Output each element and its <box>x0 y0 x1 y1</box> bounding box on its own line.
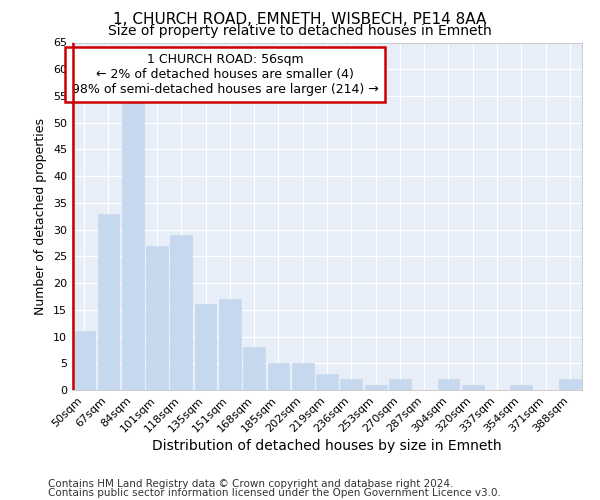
Bar <box>316 374 338 390</box>
Bar <box>97 214 119 390</box>
Text: Size of property relative to detached houses in Emneth: Size of property relative to detached ho… <box>108 24 492 38</box>
Bar <box>437 380 460 390</box>
Bar <box>73 331 95 390</box>
Bar <box>268 364 289 390</box>
Y-axis label: Number of detached properties: Number of detached properties <box>34 118 47 315</box>
Text: 1, CHURCH ROAD, EMNETH, WISBECH, PE14 8AA: 1, CHURCH ROAD, EMNETH, WISBECH, PE14 8A… <box>113 12 487 28</box>
Bar <box>340 380 362 390</box>
Bar <box>462 384 484 390</box>
Text: 1 CHURCH ROAD: 56sqm
← 2% of detached houses are smaller (4)
98% of semi-detache: 1 CHURCH ROAD: 56sqm ← 2% of detached ho… <box>71 53 379 96</box>
Bar <box>365 384 386 390</box>
Bar <box>292 364 314 390</box>
Bar <box>219 299 241 390</box>
Bar <box>559 380 581 390</box>
Bar <box>511 384 532 390</box>
Bar <box>389 380 411 390</box>
Bar <box>243 347 265 390</box>
Bar <box>194 304 217 390</box>
Bar <box>170 235 192 390</box>
Bar <box>146 246 168 390</box>
Text: Contains public sector information licensed under the Open Government Licence v3: Contains public sector information licen… <box>48 488 501 498</box>
X-axis label: Distribution of detached houses by size in Emneth: Distribution of detached houses by size … <box>152 440 502 454</box>
Bar <box>122 102 143 390</box>
Text: Contains HM Land Registry data © Crown copyright and database right 2024.: Contains HM Land Registry data © Crown c… <box>48 479 454 489</box>
